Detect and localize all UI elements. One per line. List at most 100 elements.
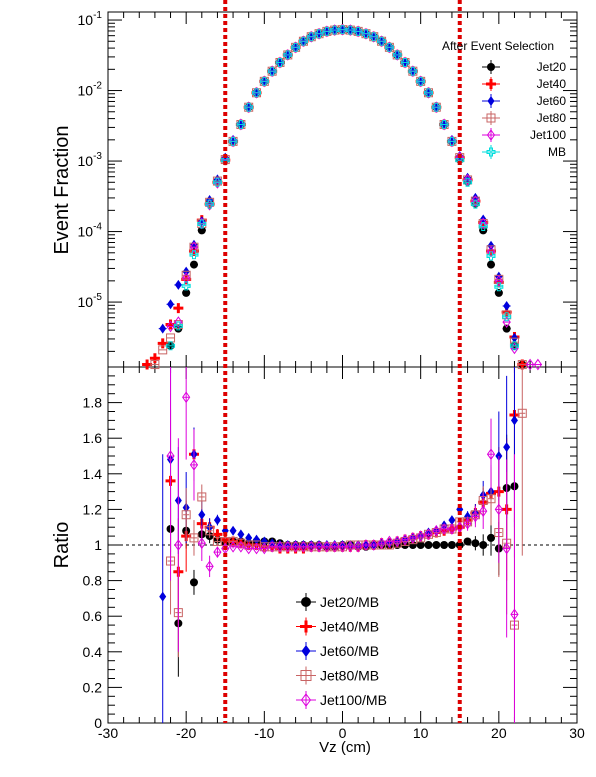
y-tick-label: 1.8 [83,395,103,411]
data-point [213,546,222,558]
data-point [424,528,433,541]
data-point [181,281,191,291]
data-point [338,25,347,35]
data-point [322,540,331,553]
y-tick-label: 0.6 [83,608,103,624]
data-point [244,102,254,112]
data-point [503,300,511,311]
data-point [494,503,503,516]
legend-marker [300,693,312,707]
legend-marker [486,129,496,141]
data-point [447,523,457,535]
data-point [322,26,332,36]
data-point [416,530,425,542]
x-tick-label: -20 [176,725,196,741]
data-point [189,578,198,587]
legend-label: Jet60 [537,94,567,108]
top-y-tick-label: 10-5 [78,292,103,310]
y-tick-label: 1 [94,537,102,553]
data-point [306,32,316,42]
data-point [182,288,191,297]
data-point [478,221,488,231]
data-point [509,341,519,351]
top-legend: After Event Selection Jet20 Jet40 Jet60 Jet… [442,39,566,159]
tick-label-base: 10 [78,224,94,240]
data-point [157,338,168,349]
data-point [252,542,261,555]
legend-marker [300,620,312,633]
data-point [197,219,207,229]
tick-label-exponent: -1 [93,10,102,21]
top-y-axis-label: Event Fraction [51,126,73,255]
data-point [174,279,182,290]
data-point [197,492,207,502]
data-point [213,515,221,526]
data-point [471,195,480,208]
data-point [245,532,253,543]
data-point [432,524,441,537]
bottom-axis-ticks: -30 -20 -10 0 10 20 30 0 0.2 0.4 0.6 0.8 1 1.2 1.4 1.6 1… [83,367,585,741]
data-point [197,217,206,230]
data-point [299,540,308,553]
data-point [369,539,378,551]
data-point [447,541,456,549]
bottom-y-axis-label: Ratio [51,522,73,569]
data-point [338,540,347,553]
data-point [229,525,237,536]
data-point [173,303,184,314]
data-point [431,102,441,112]
data-point [510,342,519,355]
data-point [189,260,198,269]
data-point [533,358,543,371]
data-point [502,324,511,333]
y-tick-label: 1.4 [83,466,103,482]
bottom-data-marks [159,367,527,723]
data-point [479,217,488,230]
data-point [440,523,449,535]
data-point [174,316,183,328]
data-point [448,515,456,526]
data-point [392,50,402,60]
data-point [400,57,410,67]
legend-label: Jet60/MB [320,643,379,659]
legend-label: Jet80/MB [320,668,379,684]
data-point [252,88,262,98]
data-point [330,540,339,553]
data-point [189,533,199,543]
data-point [267,66,277,76]
legend-marker [301,597,311,607]
data-point [236,540,245,553]
data-point [189,250,199,260]
legend-label: Jet100 [530,128,566,142]
data-point [275,540,285,553]
legend-marker [487,96,495,106]
data-point [159,323,167,334]
top-data-marks [142,23,543,371]
data-point [167,299,175,310]
data-point [377,36,387,46]
data-point [463,517,472,530]
data-point [416,541,425,549]
data-point [166,341,176,351]
data-point [173,321,183,331]
x-tick-label: 20 [491,725,507,741]
data-point [166,320,175,333]
x-tick-label: 30 [569,725,585,741]
data-point [174,539,183,551]
tick-label-exponent: -4 [93,222,102,233]
data-point [182,272,191,284]
data-point [159,591,167,602]
data-point [228,136,238,146]
data-point [314,540,324,553]
data-point [189,241,199,254]
data-point [189,459,199,471]
data-point [345,25,355,35]
vz-cut-lines [223,0,462,723]
data-point [253,534,261,545]
data-point [283,540,292,553]
top-y-tick-label: 10-2 [78,81,103,99]
data-point [423,88,433,98]
legend-marker [486,147,496,157]
